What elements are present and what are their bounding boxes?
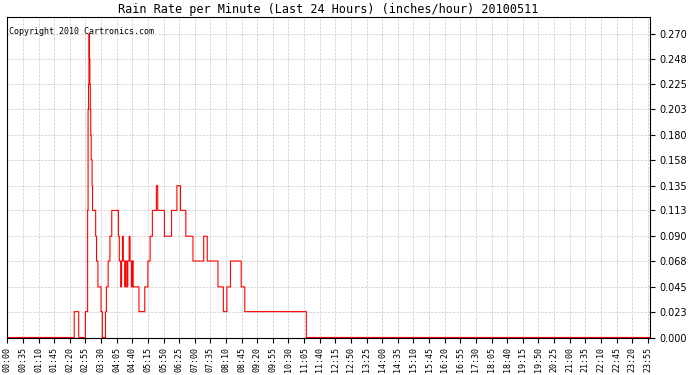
- Text: Copyright 2010 Cartronics.com: Copyright 2010 Cartronics.com: [8, 27, 154, 36]
- Title: Rain Rate per Minute (Last 24 Hours) (inches/hour) 20100511: Rain Rate per Minute (Last 24 Hours) (in…: [118, 3, 539, 16]
